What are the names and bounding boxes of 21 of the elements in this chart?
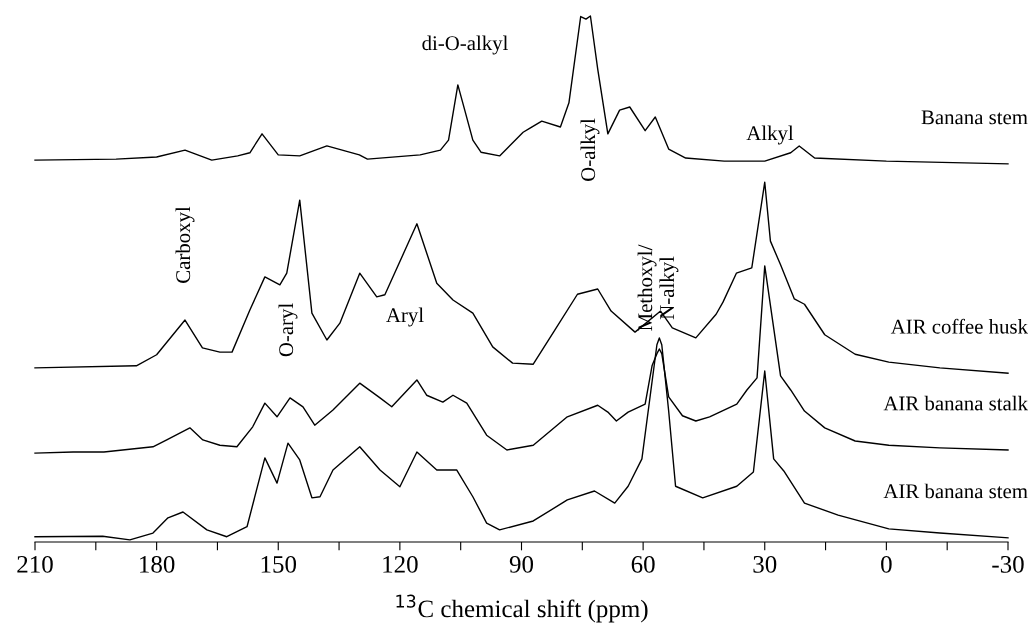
x-tick-label: 120 bbox=[383, 555, 418, 573]
x-tick-label: 210 bbox=[17, 555, 53, 573]
annotation: O-aryl bbox=[278, 303, 298, 357]
annotation: O-alkyl bbox=[580, 118, 600, 181]
series-label: Banana stem bbox=[921, 110, 1028, 125]
x-tick-label: 0 bbox=[881, 555, 892, 573]
x-tick-label: 180 bbox=[140, 555, 175, 573]
annotation: Methoxyl/ N-alkyl bbox=[637, 244, 679, 331]
x-tick-label: 60 bbox=[631, 555, 655, 573]
series-label: AIR banana stem bbox=[883, 483, 1028, 499]
annotation: Carboxyl bbox=[175, 206, 195, 283]
annotation: di-O-alkyl bbox=[422, 35, 508, 55]
x-tick-label: 150 bbox=[261, 555, 297, 573]
annotation: Aryl bbox=[386, 307, 424, 327]
annotation: Alkyl bbox=[746, 125, 794, 145]
series-label: AIR coffee husk bbox=[890, 318, 1028, 334]
x-tick-label: -30 bbox=[992, 555, 1024, 573]
x-tick-label: 90 bbox=[509, 555, 534, 573]
x-tick-label: 30 bbox=[753, 555, 777, 573]
x-axis-title: $^{13}$C chemical shift (ppm) bbox=[396, 594, 648, 623]
series-label: AIR banana stalk bbox=[883, 395, 1028, 411]
